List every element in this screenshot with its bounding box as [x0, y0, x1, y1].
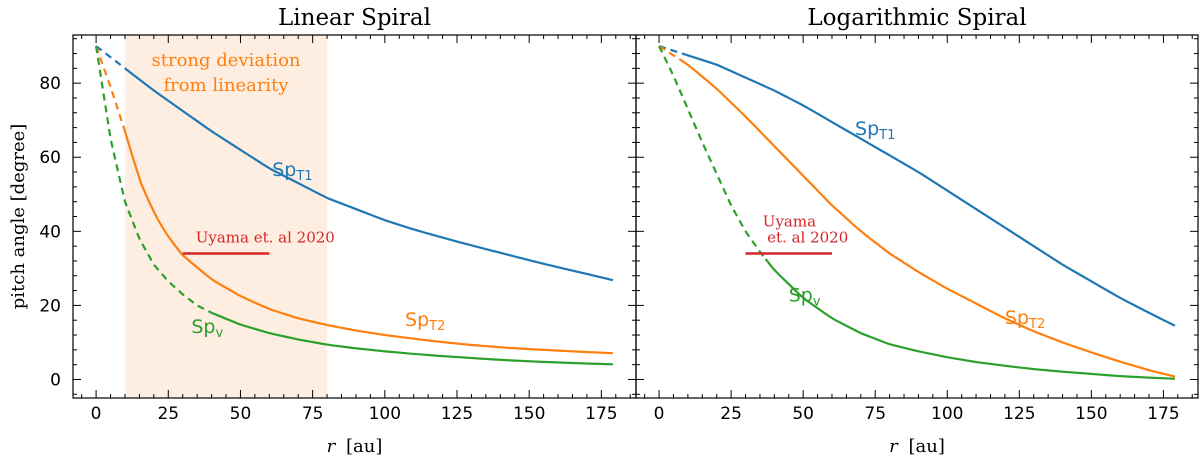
curve-label-main: Sp: [789, 285, 813, 307]
x-tick-label: 100: [931, 404, 963, 424]
curve-label-sub: T1: [295, 169, 312, 184]
x-axis-unit: [au]: [908, 436, 944, 457]
curve-label-main: Sp: [1005, 307, 1029, 329]
deviation-label-line-2: from linearity: [163, 75, 289, 96]
curve-label-sub: T2: [428, 319, 445, 334]
x-tick-label: 50: [792, 404, 814, 424]
x-tick-label: 100: [369, 404, 401, 424]
x-axis-label: r [au]: [889, 436, 945, 457]
series-line-SpT2: [684, 61, 1176, 378]
x-tick-label: 25: [157, 404, 179, 424]
series-line-Spv-dashed: [658, 45, 767, 260]
chart-title: Linear Spiral: [278, 5, 431, 31]
series-group: [658, 45, 1176, 380]
curve-label-sub: v: [813, 295, 821, 310]
y-tick-label: 20: [39, 296, 61, 316]
curve-label-main: Sp: [272, 159, 296, 181]
ticks: 0 25 50 75 100 125 150 175 0 20 40 60 80: [39, 35, 636, 424]
y-tick-label: 40: [39, 222, 61, 242]
series-line-SpT1-dashed: [95, 45, 126, 70]
x-tick-label: 150: [1075, 404, 1107, 424]
x-tick-label: 150: [513, 404, 545, 424]
x-tick-label: 75: [864, 404, 886, 424]
series-line-SpT2-dashed: [95, 45, 127, 132]
axes-frame: [635, 34, 1199, 399]
series-line-SpT1: [684, 53, 1176, 327]
reference-label-line-2: et. al 2020: [767, 228, 848, 246]
curve-label-main: Sp: [855, 118, 879, 140]
panel-linear-spiral: strong deviation from linearity Uyama et…: [8, 5, 637, 457]
curve-label-main: Sp: [191, 316, 215, 338]
curve-label-SpT2: SpT2: [405, 309, 445, 334]
curve-label-main: Sp: [405, 309, 429, 331]
series-line-SpT2-dashed: [658, 45, 686, 64]
reference-label-line-1: Uyama: [763, 213, 816, 231]
x-tick-label: 75: [302, 404, 324, 424]
y-tick-label: 60: [39, 148, 61, 168]
x-tick-label: 0: [91, 404, 102, 424]
x-tick-label: 125: [441, 404, 473, 424]
y-tick-label: 0: [50, 370, 61, 390]
curve-label-sub: T1: [878, 128, 895, 143]
series-line-SpT2: [123, 130, 613, 355]
curve-label-sub: T2: [1028, 317, 1045, 332]
x-axis-var: r: [327, 436, 337, 457]
x-tick-label: 175: [1147, 404, 1179, 424]
x-tick-label: 175: [585, 404, 617, 424]
x-tick-label: 125: [1003, 404, 1035, 424]
series-group: [95, 45, 614, 366]
x-tick-label: 50: [230, 404, 252, 424]
curve-label-sub: v: [215, 326, 223, 341]
y-tick-label: 80: [39, 74, 61, 94]
series-line-Spv: [211, 311, 613, 366]
reference-group: Uyama et. al 2020: [182, 228, 335, 255]
series-line-Spv: [764, 258, 1175, 380]
series-line-SpT1-dashed: [658, 45, 686, 56]
x-axis-unit: [au]: [346, 436, 382, 457]
reference-label: Uyama et. al 2020: [196, 228, 335, 246]
ticks: 0 25 50 75 100 125 150 175: [636, 35, 1198, 424]
curve-label-Spv: Spv: [191, 316, 223, 341]
y-axis-label: pitch angle [degree]: [8, 124, 29, 310]
curve-label-SpT1: SpT1: [272, 159, 312, 184]
deviation-label-line-1: strong deviation: [152, 50, 301, 71]
x-tick-label: 25: [720, 404, 742, 424]
curve-label-SpT2: SpT2: [1005, 307, 1045, 332]
series-line-SpT1: [124, 67, 614, 282]
series-line-Spv-dashed: [95, 45, 213, 314]
curve-label-SpT1: SpT1: [855, 118, 895, 143]
x-tick-label: 0: [654, 404, 665, 424]
curve-label-Spv: Spv: [789, 285, 821, 310]
x-axis-label: r [au]: [327, 436, 383, 457]
chart-title: Logarithmic Spiral: [807, 5, 1026, 31]
x-axis-var: r: [889, 436, 899, 457]
